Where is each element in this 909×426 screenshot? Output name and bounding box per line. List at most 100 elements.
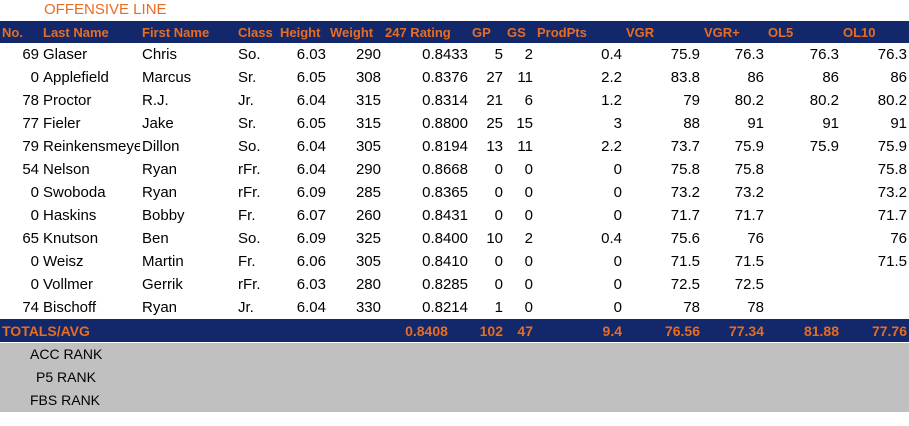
totals-vgr: 76.56	[664, 322, 700, 339]
cell-height: 6.07	[296, 207, 326, 224]
cell-rating: 0.8431	[422, 207, 468, 224]
cell-gp: 13	[486, 138, 503, 155]
col-header-gs: GS	[507, 24, 526, 40]
cell-vgr: 75.6	[670, 230, 700, 247]
table-row: 77 Fieler Jake Sr. 6.05 315 0.8800 25 15 3 88 91 91 9…	[0, 112, 909, 135]
cell-ol10: 73.2	[877, 184, 907, 201]
cell-class: Fr.	[238, 207, 256, 224]
cell-gp: 25	[486, 115, 503, 132]
totals-vgr-plus: 77.34	[728, 322, 764, 339]
cell-gp: 0	[494, 253, 503, 270]
cell-ol5: 91	[822, 115, 839, 132]
cell-rating: 0.8194	[422, 138, 468, 155]
cell-prodpts: 0	[613, 276, 622, 293]
totals-ol10: 77.76	[871, 322, 907, 339]
cell-no: 78	[22, 92, 39, 109]
cell-vgr-plus: 75.8	[734, 161, 764, 178]
table-row: 0 Weisz Martin Fr. 6.06 305 0.8410 0 0 0 71.5 71.5 7…	[0, 250, 909, 273]
table-row: 78 Proctor R.J. Jr. 6.04 315 0.8314 21 6 1.2 79 80.…	[0, 89, 909, 112]
table-row: 0 Haskins Bobby Fr. 6.07 260 0.8431 0 0 0 71.7 71.7…	[0, 204, 909, 227]
cell-no: 79	[22, 138, 39, 155]
cell-first-name: R.J.	[142, 92, 169, 109]
cell-prodpts: 0	[613, 161, 622, 178]
col-header-first-name: First Name	[142, 24, 210, 40]
cell-ol10: 76	[890, 230, 907, 247]
cell-no: 0	[30, 184, 39, 201]
totals-gs: 47	[517, 322, 533, 339]
cell-gp: 1	[494, 299, 503, 316]
cell-prodpts: 0	[613, 207, 622, 224]
cell-last-name: Fieler	[43, 115, 81, 132]
cell-gp: 0	[494, 161, 503, 178]
cell-first-name: Ben	[142, 230, 169, 247]
table-row: 0 Swoboda Ryan rFr. 6.09 285 0.8365 0 0 0 73.2 73.2…	[0, 181, 909, 204]
cell-height: 6.04	[296, 161, 326, 178]
table-row: 74 Bischoff Ryan Jr. 6.04 330 0.8214 1 0 0 78 78	[0, 296, 909, 319]
cell-ol10	[841, 296, 909, 319]
cell-vgr-plus: 72.5	[734, 276, 764, 293]
cell-rating: 0.8285	[422, 276, 468, 293]
cell-weight: 280	[355, 276, 381, 293]
cell-last-name: Reinkensmeye	[43, 138, 140, 155]
cell-first-name: Dillon	[142, 138, 180, 155]
cell-ol10: 91	[890, 115, 907, 132]
cell-weight: 285	[355, 184, 381, 201]
cell-rating: 0.8800	[422, 115, 468, 132]
cell-gs: 2	[524, 230, 533, 247]
cell-vgr-plus: 76	[747, 230, 764, 247]
cell-ol10: 76.3	[877, 46, 907, 63]
cell-vgr: 73.2	[670, 184, 700, 201]
cell-vgr: 71.5	[670, 253, 700, 270]
cell-gs: 6	[524, 92, 533, 109]
cell-vgr-plus: 71.7	[734, 207, 764, 224]
table-row: 69 Glaser Chris So. 6.03 290 0.8433 5 2 0.4 75.9 76…	[0, 43, 909, 66]
totals-gp: 102	[479, 322, 503, 339]
cell-no: 69	[22, 46, 39, 63]
cell-vgr: 75.8	[670, 161, 700, 178]
cell-rating: 0.8376	[422, 69, 468, 86]
cell-height: 6.06	[296, 253, 326, 270]
cell-rating: 0.8433	[422, 46, 468, 63]
cell-gs: 0	[524, 184, 533, 201]
cell-no: 0	[30, 207, 39, 224]
cell-first-name: Bobby	[142, 207, 185, 224]
cell-prodpts: 0	[613, 184, 622, 201]
cell-ol5	[766, 181, 841, 204]
cell-prodpts: 0	[613, 253, 622, 270]
cell-ol10: 71.5	[877, 253, 907, 270]
cell-class: Sr.	[238, 115, 257, 132]
cell-height: 6.04	[296, 138, 326, 155]
cell-last-name: Bischoff	[43, 299, 97, 316]
col-header-height: Height	[280, 24, 321, 40]
totals-ol5: 81.88	[803, 322, 839, 339]
cell-no: 0	[30, 253, 39, 270]
col-header-vgr-plus: VGR+	[704, 24, 740, 40]
col-header-ol5: OL5	[768, 24, 794, 40]
cell-vgr-plus: 80.2	[734, 92, 764, 109]
cell-last-name: Knutson	[43, 230, 99, 247]
cell-ol5: 80.2	[809, 92, 839, 109]
cell-height: 6.09	[296, 184, 326, 201]
cell-gs: 15	[516, 115, 533, 132]
cell-first-name: Ryan	[142, 161, 178, 178]
col-header-class: Class	[238, 24, 273, 40]
totals-rating: 0.8408	[405, 322, 448, 339]
cell-gs: 0	[524, 299, 533, 316]
table-row: 65 Knutson Ben So. 6.09 325 0.8400 10 2 0.4 75.6 76…	[0, 227, 909, 250]
table-row: 0 Applefield Marcus Sr. 6.05 308 0.8376 27 11 2.2…	[0, 66, 909, 89]
col-header-no: No.	[2, 24, 23, 40]
cell-class: Jr.	[238, 92, 254, 109]
cell-rating: 0.8410	[422, 253, 468, 270]
rank-block: ACC RANK P5 RANK FBS RANK	[0, 343, 909, 412]
cell-ol5	[766, 296, 841, 319]
cell-ol5	[766, 158, 841, 181]
cell-height: 6.04	[296, 92, 326, 109]
cell-height: 6.05	[296, 115, 326, 132]
cell-class: So.	[238, 230, 261, 247]
cell-class: Sr.	[238, 69, 257, 86]
cell-vgr-plus: 75.9	[734, 138, 764, 155]
cell-vgr-plus: 86	[747, 69, 764, 86]
cell-gp: 5	[494, 46, 503, 63]
cell-ol10	[841, 273, 909, 296]
cell-last-name: Glaser	[43, 46, 88, 63]
